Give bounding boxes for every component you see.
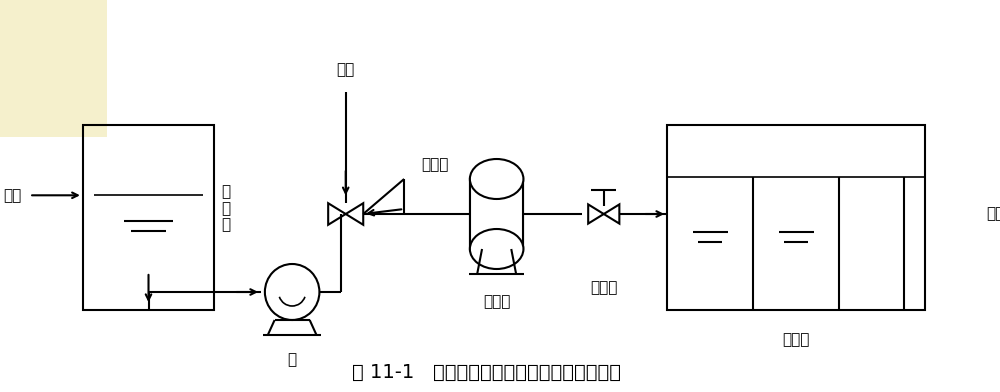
Ellipse shape	[470, 159, 523, 199]
Circle shape	[265, 264, 319, 320]
Text: 泵: 泵	[288, 352, 297, 367]
Polygon shape	[328, 203, 346, 225]
Bar	[667, 125, 925, 310]
Text: 浮选池: 浮选池	[782, 332, 810, 347]
Text: 混
凝
剂: 混 凝 剂	[221, 185, 230, 232]
Text: 进水: 进水	[4, 188, 22, 203]
Ellipse shape	[470, 229, 523, 269]
Polygon shape	[604, 204, 619, 223]
Polygon shape	[346, 203, 363, 225]
Text: 水射器: 水射器	[422, 157, 449, 172]
Bar	[470, 179, 523, 249]
Text: 溶气罐: 溶气罐	[483, 294, 510, 309]
Bar	[83, 125, 214, 310]
Text: 图 11-1   全部废水加压溶气浮选（泵前加气）: 图 11-1 全部废水加压溶气浮选（泵前加气）	[352, 363, 621, 382]
Text: 减压阀: 减压阀	[590, 280, 617, 295]
Bar	[0, 0, 107, 137]
Text: 出水: 出水	[986, 207, 1000, 221]
Text: 空气: 空气	[337, 62, 355, 77]
Polygon shape	[588, 204, 604, 223]
